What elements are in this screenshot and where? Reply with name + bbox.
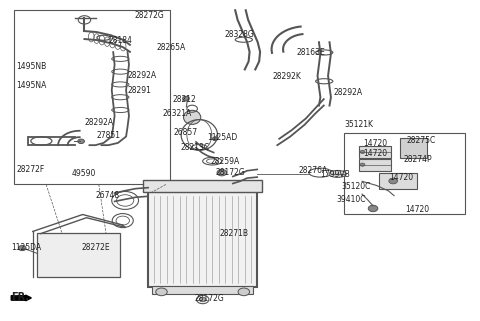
Bar	[400, 138, 427, 158]
Text: 28259A: 28259A	[210, 157, 240, 166]
Text: 1799VB: 1799VB	[321, 170, 350, 179]
Text: 1495NB: 1495NB	[16, 62, 46, 71]
Text: 39410C: 39410C	[336, 195, 366, 204]
Circle shape	[238, 288, 250, 296]
Bar	[152, 286, 253, 294]
Circle shape	[217, 169, 227, 176]
Text: 26321A: 26321A	[162, 109, 192, 118]
Text: 28275C: 28275C	[407, 136, 436, 145]
Bar	[36, 233, 120, 277]
Text: 28184: 28184	[108, 36, 132, 45]
Text: 28163E: 28163E	[297, 48, 325, 57]
Text: 28291: 28291	[128, 86, 151, 95]
Circle shape	[156, 288, 167, 296]
Bar	[359, 159, 391, 171]
Text: 28213C: 28213C	[180, 143, 209, 152]
Ellipse shape	[183, 110, 201, 124]
Circle shape	[360, 163, 365, 166]
Circle shape	[18, 246, 26, 251]
Text: 14720: 14720	[363, 139, 388, 148]
Circle shape	[182, 96, 189, 101]
Text: 28292A: 28292A	[333, 88, 362, 97]
Circle shape	[389, 178, 397, 184]
Ellipse shape	[329, 170, 346, 178]
Text: 35121K: 35121K	[344, 120, 373, 129]
Text: 28172G: 28172G	[194, 294, 224, 303]
Circle shape	[212, 137, 218, 141]
Text: 28272G: 28272G	[135, 11, 165, 20]
Text: 28292A: 28292A	[84, 118, 114, 127]
Circle shape	[368, 205, 378, 212]
Text: 1125AD: 1125AD	[207, 133, 238, 142]
Circle shape	[78, 139, 84, 143]
Bar	[14, 10, 169, 185]
Text: 28328G: 28328G	[225, 30, 254, 39]
Text: 1495NA: 1495NA	[16, 81, 47, 90]
Text: 28271B: 28271B	[220, 229, 249, 238]
Text: 28292K: 28292K	[273, 72, 301, 81]
Text: FR.: FR.	[11, 292, 29, 302]
Bar	[379, 173, 417, 189]
Text: 49590: 49590	[72, 169, 96, 178]
Text: 28172G: 28172G	[215, 168, 245, 177]
Text: 1125DA: 1125DA	[11, 243, 41, 252]
Bar	[144, 180, 262, 193]
Text: 26748: 26748	[96, 191, 120, 200]
Text: 35120C: 35120C	[341, 182, 371, 191]
Bar	[148, 193, 257, 287]
Text: 26857: 26857	[174, 128, 198, 137]
Text: 14720: 14720	[363, 149, 388, 158]
Circle shape	[360, 150, 365, 153]
FancyArrow shape	[11, 295, 31, 301]
Text: 28212: 28212	[172, 95, 196, 104]
Text: 28276A: 28276A	[299, 166, 328, 175]
Text: 28292A: 28292A	[128, 71, 156, 80]
Text: 27851: 27851	[96, 131, 120, 140]
Text: 28265A: 28265A	[156, 43, 185, 52]
Bar	[359, 146, 391, 158]
Bar	[344, 133, 465, 214]
Text: 28272E: 28272E	[81, 243, 110, 252]
Text: 28272F: 28272F	[16, 165, 44, 174]
Text: 14720: 14720	[405, 204, 429, 213]
Text: 14720: 14720	[389, 173, 413, 182]
Text: 28274P: 28274P	[404, 155, 432, 164]
Circle shape	[199, 297, 206, 302]
Bar	[148, 193, 257, 287]
